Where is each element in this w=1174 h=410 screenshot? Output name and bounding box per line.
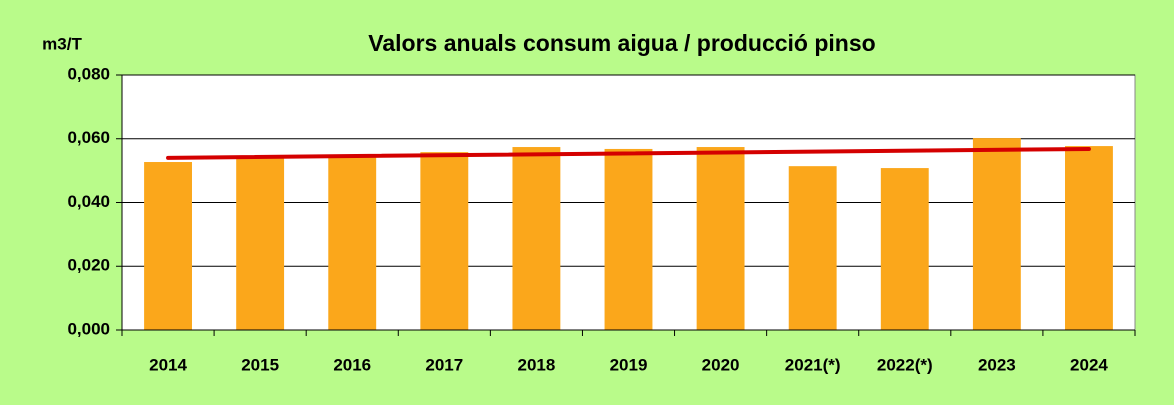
y-tick-label: 0,080 (67, 64, 110, 83)
x-tick-label: 2016 (333, 355, 371, 374)
y-tick-label: 0,000 (67, 319, 110, 338)
bar (420, 152, 469, 330)
bar (144, 162, 192, 330)
bar (604, 148, 653, 330)
x-tick-label: 2022(*) (877, 355, 933, 374)
x-tick-label: 2019 (610, 355, 648, 374)
bar (788, 166, 837, 330)
bar (880, 168, 929, 330)
bar (972, 138, 1021, 330)
x-tick-label: 2020 (702, 355, 740, 374)
y-tick-label: 0,040 (67, 192, 110, 211)
bar (236, 155, 285, 330)
x-tick-label: 2014 (149, 355, 187, 374)
x-tick-label: 2021(*) (785, 355, 841, 374)
bar (696, 147, 745, 330)
x-tick-label: 2018 (517, 355, 555, 374)
x-tick-label: 2023 (978, 355, 1016, 374)
x-tick-label: 2015 (241, 355, 279, 374)
chart-title: Valors anuals consum aigua / producció p… (368, 30, 875, 56)
x-tick-label: 2017 (425, 355, 463, 374)
y-axis-label: m3/T (42, 34, 82, 53)
bar (1065, 146, 1113, 330)
x-tick-label: 2024 (1070, 355, 1108, 374)
y-tick-label: 0,020 (67, 256, 110, 275)
bar (512, 147, 561, 330)
bar (328, 155, 377, 330)
trend-line (166, 146, 1091, 160)
y-tick-label: 0,060 (67, 128, 110, 147)
